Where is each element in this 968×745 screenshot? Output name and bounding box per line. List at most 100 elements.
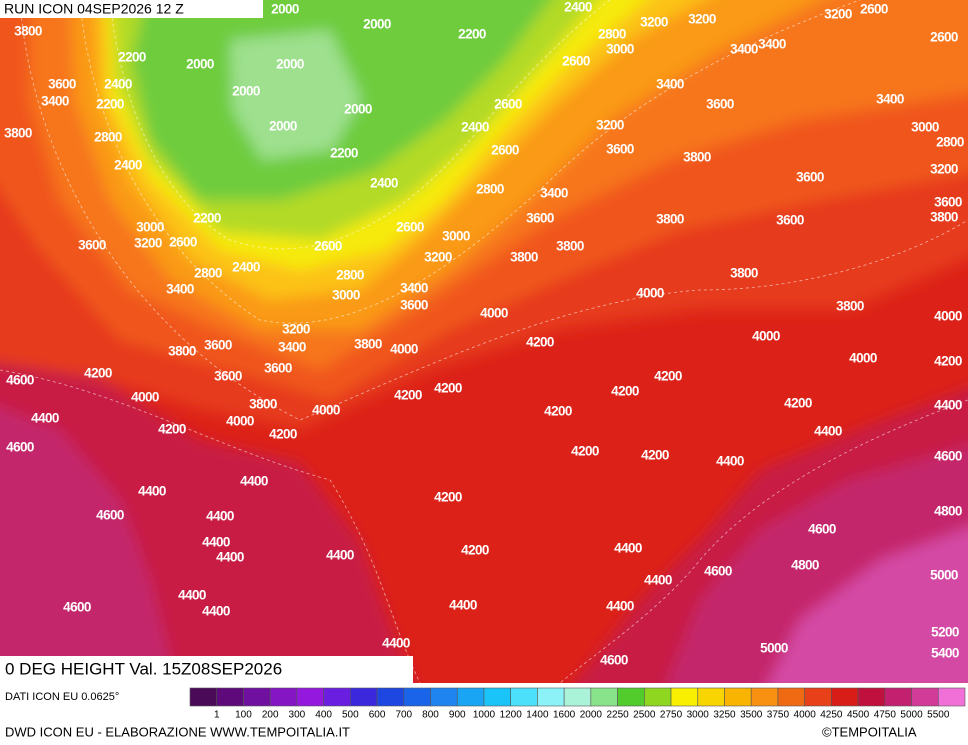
- contour-label: 4800: [791, 558, 819, 573]
- colorbar-swatch: [670, 687, 699, 707]
- contour-label: 3200: [688, 12, 716, 27]
- contour-label: 2600: [396, 220, 424, 235]
- copyright: ©TEMPOITALIA: [822, 724, 917, 739]
- contour-label: 4200: [84, 366, 112, 381]
- contour-label: 2600: [491, 143, 519, 158]
- contour-label: 3400: [540, 186, 568, 201]
- contour-label: 4200: [641, 448, 669, 463]
- colorbar-label: 3500: [740, 710, 763, 721]
- contour-line: [79, 0, 861, 324]
- contour-label: 4200: [158, 422, 186, 437]
- contour-label: 3200: [424, 250, 452, 265]
- contour-label: 2400: [104, 77, 132, 92]
- colorbar-label: 1000: [473, 710, 496, 721]
- field-4750-west: [0, 407, 176, 683]
- colorbar-swatch: [430, 687, 458, 707]
- contour-label: 2200: [330, 146, 358, 161]
- contour-label: 2000: [232, 84, 260, 99]
- field-title: 0 DEG HEIGHT Val. 15Z08SEP2026: [5, 659, 282, 678]
- colorbar-swatch: [296, 687, 324, 707]
- contour-label: 4200: [571, 444, 599, 459]
- contour-label: 4200: [394, 388, 422, 403]
- colorbar-swatch: [456, 687, 485, 707]
- contour-label: 4400: [382, 636, 410, 651]
- colorbar-swatch: [323, 687, 351, 707]
- contour-label: 4400: [606, 599, 634, 614]
- contour-label: 3600: [706, 97, 734, 112]
- contour-label: 3800: [683, 150, 711, 165]
- contour-label: 2400: [114, 158, 142, 173]
- colorbar-label: 3000: [687, 710, 710, 721]
- contour-label: 4200: [434, 490, 462, 505]
- contour-label: 4600: [704, 564, 732, 579]
- contour-label: 2200: [458, 27, 486, 42]
- contour-label: 2800: [336, 268, 364, 283]
- contour-label: 3200: [596, 118, 624, 133]
- colorbar-label: 900: [449, 710, 466, 721]
- contour-label: 3000: [332, 288, 360, 303]
- contour-label: 2000: [269, 119, 297, 134]
- colorbar-swatch: [857, 687, 886, 707]
- contour-label: 4200: [611, 384, 639, 399]
- contour-label: 4000: [934, 309, 962, 324]
- contour-label: 4200: [526, 335, 554, 350]
- colorbar-label: 2000: [580, 710, 603, 721]
- colorbar-swatch: [243, 687, 271, 707]
- contour-label: 4400: [31, 411, 59, 426]
- colorbar-label: 300: [289, 710, 306, 721]
- contour-label: 4400: [449, 598, 477, 613]
- contour-label: 3200: [930, 162, 958, 177]
- contour-label: 4000: [752, 329, 780, 344]
- colorbar-label: 2250: [606, 710, 629, 721]
- contour-label: 4000: [312, 403, 340, 418]
- contour-label: 3800: [510, 250, 538, 265]
- colorbar-label: 1400: [526, 710, 549, 721]
- colorbar-label: 3750: [767, 710, 790, 721]
- contour-label: 4000: [636, 286, 664, 301]
- contour-label: 3400: [41, 94, 69, 109]
- contour-label: 4400: [240, 474, 268, 489]
- contour-label: 4600: [6, 440, 34, 455]
- contour-label: 3600: [78, 238, 106, 253]
- contour-label: 4000: [131, 390, 159, 405]
- contour-label: 2000: [363, 17, 391, 32]
- data-source: DATI ICON EU 0.0625°: [5, 691, 119, 703]
- colorbar-swatch: [403, 687, 431, 707]
- contour-label: 2000: [186, 57, 214, 72]
- contour-label: 4600: [63, 600, 91, 615]
- colorbar-swatch: [510, 687, 538, 707]
- contour-label: 3600: [48, 77, 76, 92]
- colorbar-label: 800: [422, 710, 439, 721]
- contour-label: 4600: [6, 373, 34, 388]
- colorbar-label: 1200: [500, 710, 523, 721]
- contour-label: 3600: [796, 170, 824, 185]
- contour-label: 3800: [14, 24, 42, 39]
- colorbar-label: 4000: [794, 710, 817, 721]
- contour-label: 3000: [442, 229, 470, 244]
- colorbar-label: 100: [235, 710, 252, 721]
- colorbar-label: 600: [369, 710, 386, 721]
- contour-label: 2600: [860, 2, 888, 17]
- contour-line: [19, 0, 968, 421]
- colorbar-swatch: [697, 687, 725, 707]
- contour-label: 5000: [930, 568, 958, 583]
- contour-label: 3000: [136, 220, 164, 235]
- contour-label: 4200: [654, 369, 682, 384]
- contour-label: 4600: [808, 522, 836, 537]
- contour-line: [109, 0, 611, 250]
- colorbar-swatch: [911, 687, 939, 707]
- contour-label: 2000: [276, 57, 304, 72]
- contour-label: 4200: [461, 543, 489, 558]
- contour-label: 3200: [282, 322, 310, 337]
- contour-label: 2400: [461, 120, 489, 135]
- contour-label: 4400: [206, 509, 234, 524]
- colorbar-label: 5500: [927, 710, 950, 721]
- contour-label: 3200: [134, 236, 162, 251]
- contour-label: 2400: [370, 176, 398, 191]
- contour-label: 2000: [271, 2, 299, 17]
- field-land-light: [230, 30, 362, 160]
- contour-label: 4400: [326, 548, 354, 563]
- contour-label: 2800: [194, 266, 222, 281]
- contour-label: 4400: [934, 398, 962, 413]
